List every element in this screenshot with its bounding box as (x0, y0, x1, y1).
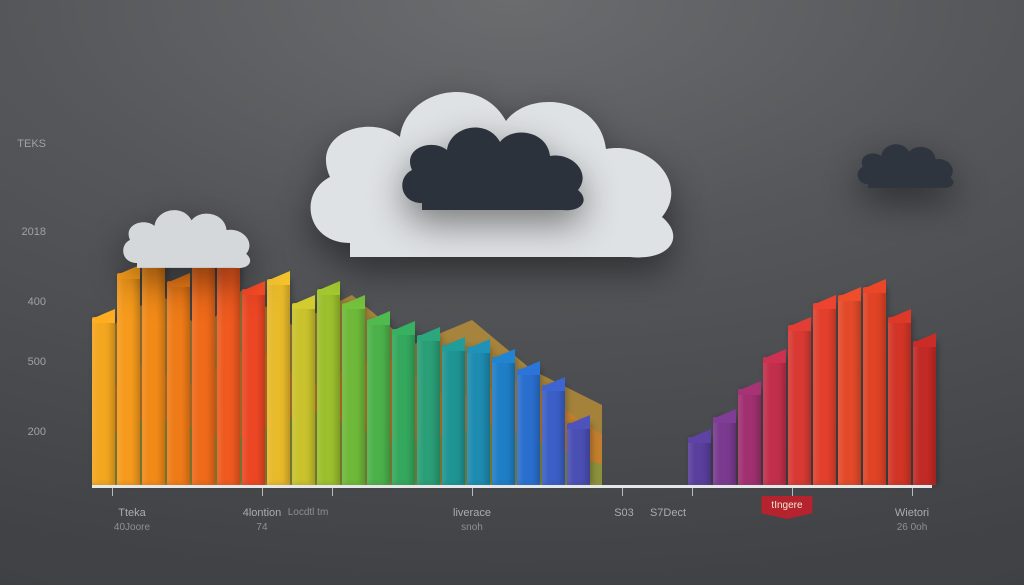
bar (688, 437, 711, 485)
bar (367, 319, 390, 485)
bar (292, 303, 315, 485)
bar (142, 249, 165, 485)
infographic-stage: TEKS 2018 400 500 200 Tteka40Joore 4lontion7… (0, 0, 1024, 585)
x-tick-label: Wietori26 0oh (895, 506, 929, 535)
y-tick-label: 2018 (6, 226, 46, 238)
bar (192, 243, 215, 485)
x-tick (912, 488, 913, 496)
x-tick-label: liveracesnoh (453, 506, 491, 535)
x-axis-baseline (92, 485, 932, 488)
bar (167, 281, 190, 485)
x-tick (262, 488, 263, 496)
bar (838, 295, 861, 485)
y-tick-label: 500 (6, 356, 46, 368)
bar (442, 345, 465, 485)
x-tick (112, 488, 113, 496)
bar (567, 423, 590, 485)
bar (763, 357, 786, 485)
y-tick-label: 400 (6, 296, 46, 308)
bar (342, 303, 365, 485)
bar (217, 255, 240, 485)
bar (417, 335, 440, 485)
bar (813, 303, 836, 485)
bar (492, 357, 515, 485)
bar (92, 317, 115, 485)
bar (392, 329, 415, 485)
x-tick (792, 488, 793, 496)
x-tick (332, 488, 333, 496)
bar (267, 279, 290, 485)
bar (913, 341, 936, 485)
bar (542, 385, 565, 485)
bar (317, 289, 340, 485)
bar (788, 325, 811, 485)
cloud-small-right (850, 134, 960, 192)
x-tick-label: S03 (614, 506, 634, 521)
x-tick-label: S7Dect (650, 506, 686, 521)
x-tick-label: Locdtl tm (288, 506, 329, 520)
y-tick-label: 200 (6, 426, 46, 438)
x-tick (622, 488, 623, 496)
x-axis-ribbon-label: tIngere (761, 496, 812, 519)
x-tick-label: 4lontion74 (243, 506, 282, 535)
bar (888, 317, 911, 485)
bar (738, 389, 761, 485)
x-tick (692, 488, 693, 496)
bar (467, 347, 490, 485)
x-tick (472, 488, 473, 496)
bar (863, 287, 886, 485)
bar (242, 289, 265, 485)
cloud-dark (392, 108, 592, 218)
y-axis-title: TEKS (17, 138, 46, 150)
bar (517, 369, 540, 485)
bar (713, 417, 736, 485)
bar (117, 273, 140, 485)
cloud-small-left (116, 196, 256, 274)
x-axis: Tteka40Joore 4lontion74 Locdtl tm liveraces… (92, 498, 932, 568)
x-tick-label: Tteka40Joore (114, 506, 150, 535)
